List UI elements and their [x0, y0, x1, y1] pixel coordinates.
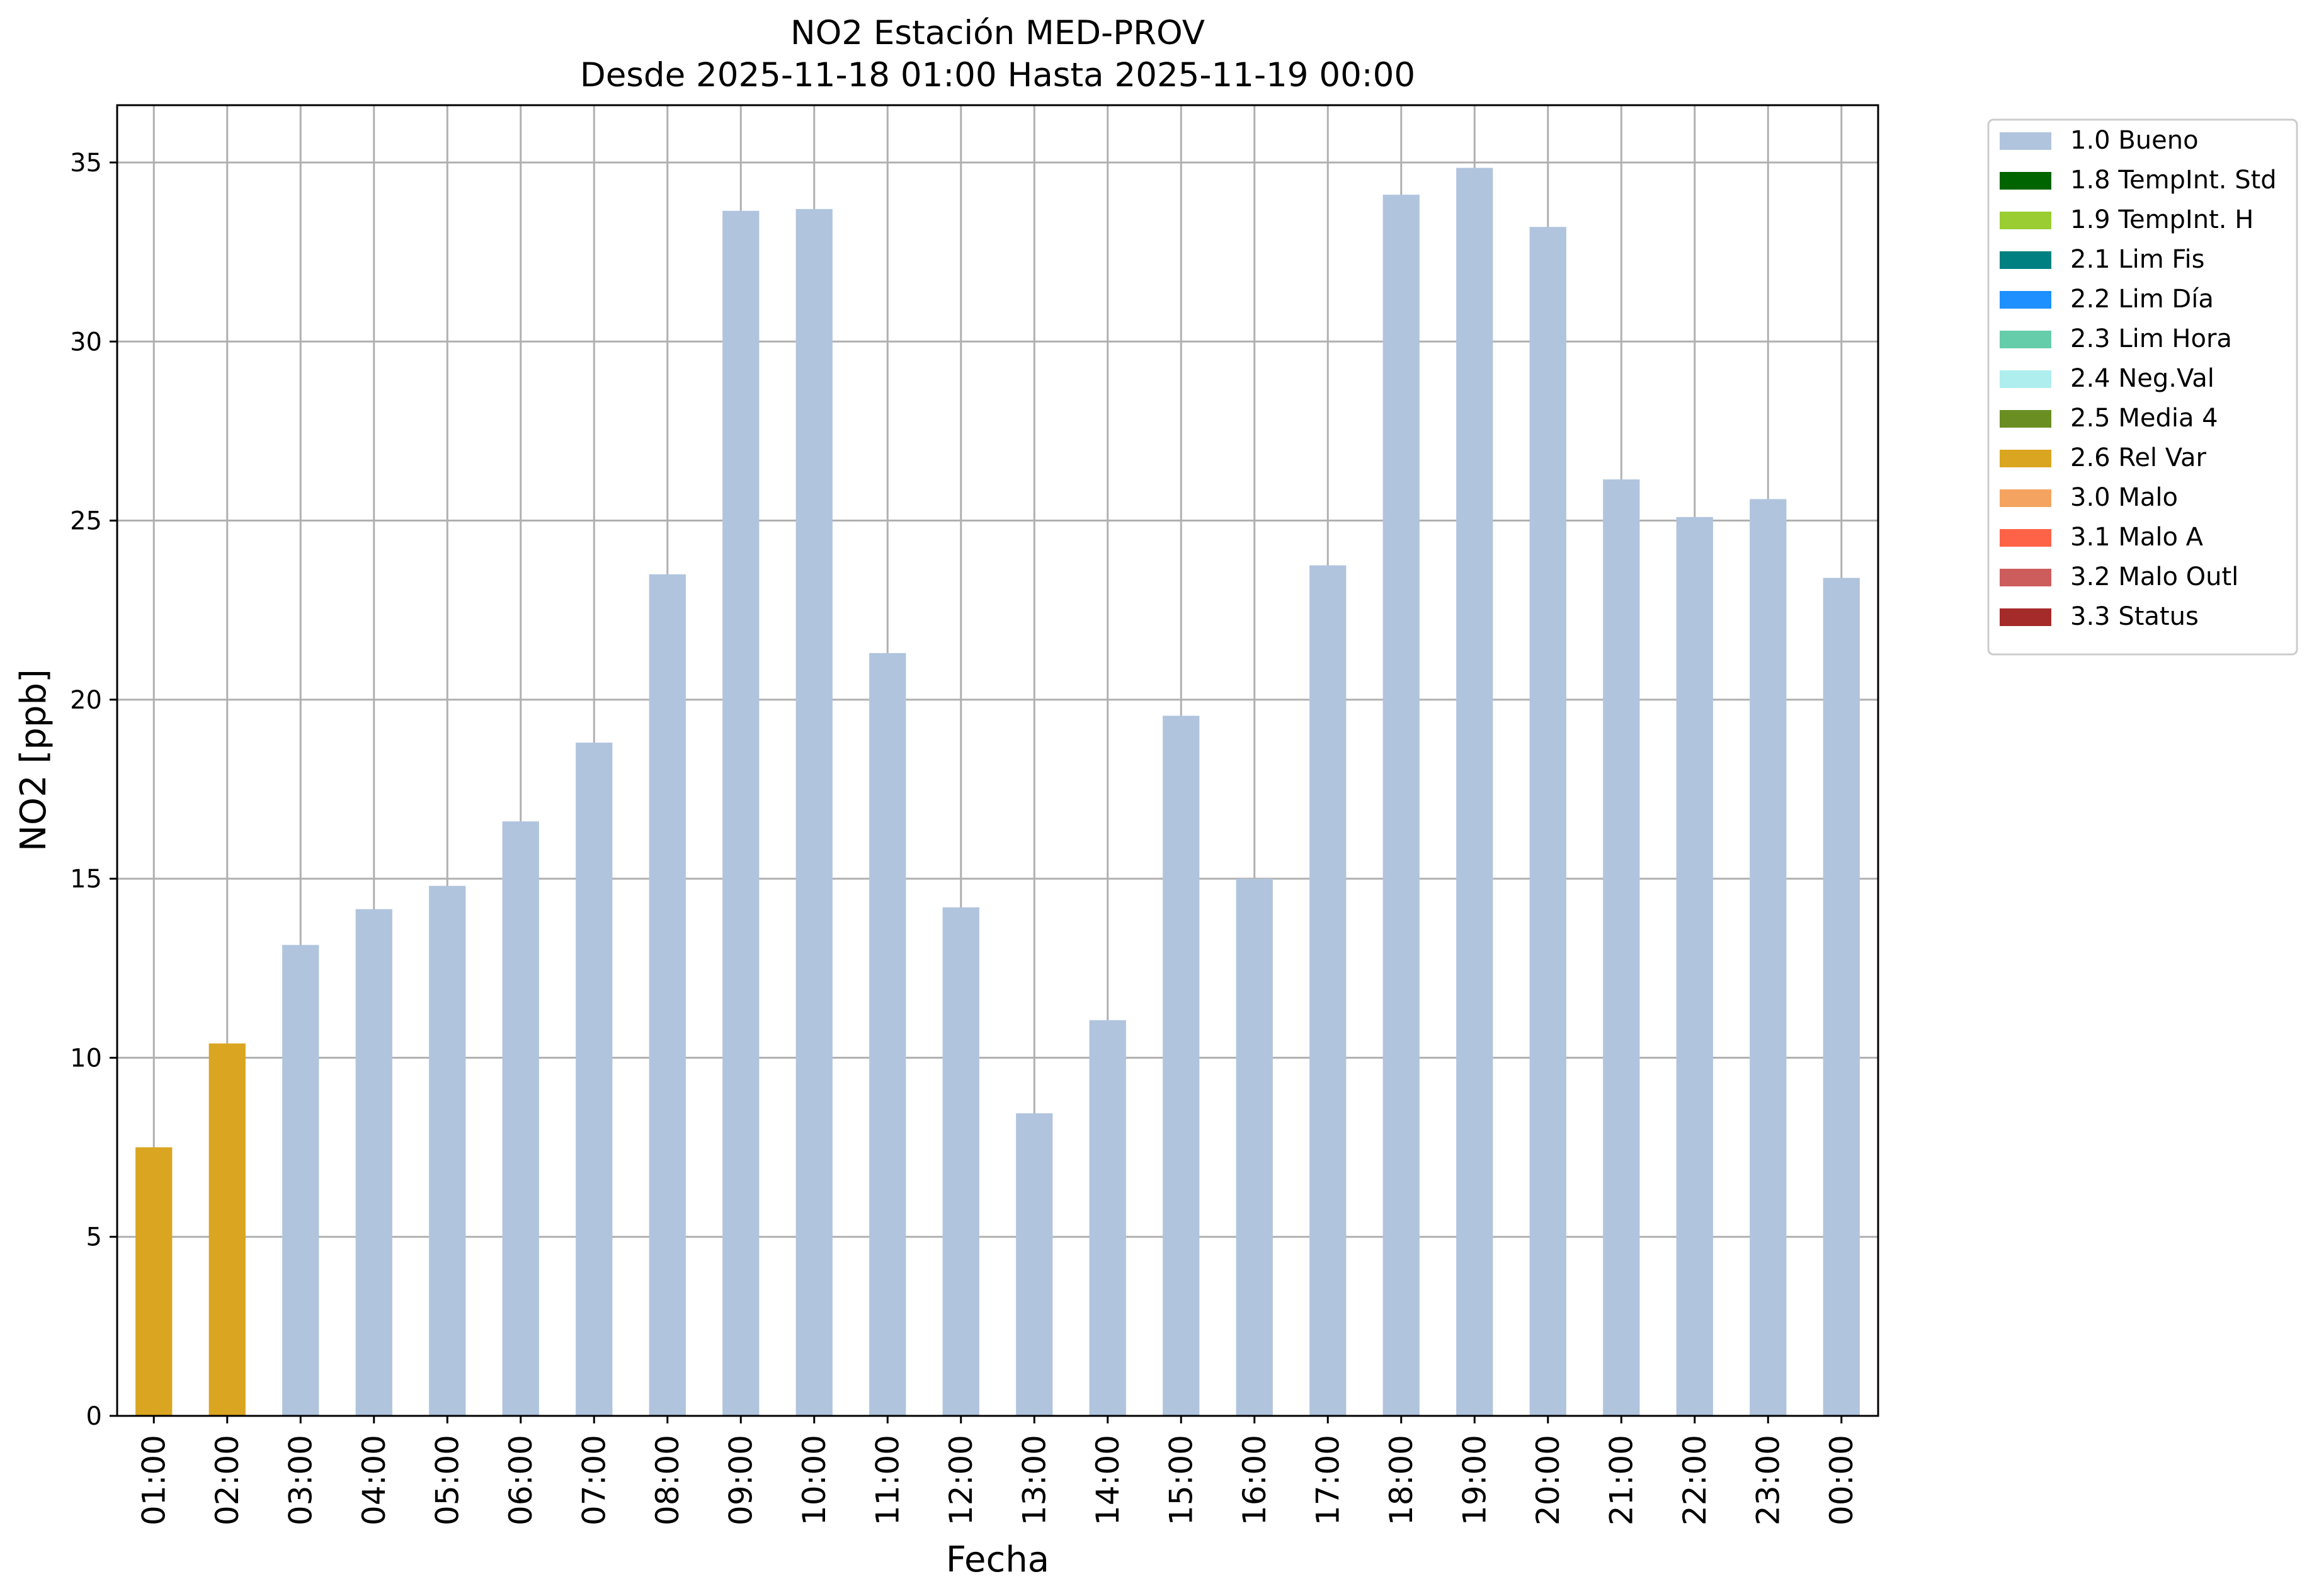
legend-swatch	[2000, 251, 2051, 269]
legend-label: 1.9 TempInt. H	[2070, 205, 2253, 234]
bar-11:00	[869, 653, 906, 1416]
legend-label: 2.4 Neg.Val	[2070, 364, 2214, 393]
bar-03:00	[282, 945, 319, 1416]
legend-label: 2.6 Rel Var	[2070, 443, 2207, 472]
bar-13:00	[1016, 1113, 1053, 1416]
bar-06:00	[502, 821, 539, 1416]
bar-15:00	[1163, 715, 1200, 1416]
bar-05:00	[429, 886, 466, 1416]
legend-swatch	[2000, 172, 2051, 190]
legend-swatch	[2000, 608, 2051, 626]
bar-12:00	[942, 907, 979, 1416]
legend-swatch	[2000, 489, 2051, 507]
legend-label: 3.3 Status	[2070, 602, 2199, 631]
x-tick-label: 11:00	[869, 1435, 906, 1525]
bar-19:00	[1456, 168, 1493, 1416]
x-tick-label: 13:00	[1016, 1435, 1052, 1525]
x-tick-label: 08:00	[649, 1435, 686, 1525]
bar-00:00	[1823, 578, 1860, 1416]
legend-box	[1987, 118, 2298, 656]
legend-swatch	[2000, 569, 2051, 586]
x-tick-label: 21:00	[1603, 1435, 1639, 1525]
y-tick-label: 10	[70, 1044, 102, 1073]
bar-01:00	[135, 1147, 173, 1416]
x-tick-label: 01:00	[135, 1435, 172, 1525]
legend-swatch	[2000, 410, 2051, 428]
y-tick-label: 30	[70, 328, 102, 356]
x-tick-label: 20:00	[1530, 1435, 1566, 1525]
bar-08:00	[649, 574, 686, 1416]
bar-22:00	[1676, 516, 1713, 1416]
legend-label: 1.0 Bueno	[2070, 126, 2199, 155]
y-tick-label: 5	[86, 1223, 102, 1252]
legend-label: 1.8 TempInt. Std	[2070, 166, 2277, 195]
x-tick-label: 00:00	[1823, 1435, 1860, 1525]
legend-label: 3.1 Malo A	[2070, 523, 2204, 552]
x-tick-label: 09:00	[722, 1435, 759, 1525]
legend-label: 2.2 Lim Día	[2070, 285, 2214, 314]
y-tick-label: 20	[70, 686, 102, 715]
x-axis-label: Fecha	[946, 1539, 1049, 1580]
chart-title-line1: NO2 Estación MED-PROV	[790, 14, 1205, 52]
y-tick-label: 35	[70, 149, 102, 178]
x-tick-label: 22:00	[1677, 1435, 1713, 1525]
legend-swatch	[2000, 132, 2051, 150]
plot-frame	[116, 104, 1879, 1417]
bars	[135, 168, 1860, 1416]
legend-swatch	[2000, 529, 2051, 547]
bar-10:00	[795, 208, 833, 1416]
legend-label: 2.5 Media 4	[2070, 404, 2218, 433]
bar-04:00	[355, 909, 392, 1416]
x-tick-label: 12:00	[943, 1435, 979, 1525]
bar-16:00	[1236, 879, 1273, 1416]
x-tick-label: 17:00	[1309, 1435, 1346, 1525]
x-tick-label: 04:00	[356, 1435, 392, 1525]
bar-17:00	[1309, 565, 1347, 1416]
y-tick-label: 15	[70, 865, 102, 894]
bar-14:00	[1089, 1020, 1126, 1416]
x-tick-label: 03:00	[282, 1435, 319, 1525]
bar-21:00	[1603, 479, 1640, 1416]
x-tick-label: 16:00	[1236, 1435, 1273, 1525]
y-tick-label: 0	[86, 1402, 102, 1431]
bar-02:00	[208, 1043, 246, 1416]
legend-label: 3.0 Malo	[2070, 483, 2178, 512]
x-tick-label: 07:00	[576, 1435, 612, 1525]
bar-07:00	[576, 743, 613, 1416]
legend-swatch	[2000, 450, 2051, 467]
legend-label: 3.2 Malo Outl	[2070, 562, 2238, 591]
x-tick-label: 14:00	[1090, 1435, 1126, 1525]
legend-swatch	[2000, 291, 2051, 309]
y-axis-label: NO2 [ppb]	[13, 669, 54, 852]
legend-label: 2.1 Lim Fis	[2070, 245, 2204, 274]
x-tick-label: 18:00	[1383, 1435, 1420, 1525]
x-tick-label: 23:00	[1750, 1435, 1786, 1525]
x-tick-label: 06:00	[503, 1435, 539, 1525]
legend-label: 2.3 Lim Hora	[2070, 324, 2232, 353]
bar-23:00	[1750, 499, 1787, 1416]
x-tick-label: 10:00	[796, 1435, 833, 1525]
x-tick-label: 15:00	[1163, 1435, 1199, 1525]
x-tick-label: 05:00	[429, 1435, 465, 1525]
legend-swatch	[2000, 370, 2051, 388]
legend-swatch	[2000, 331, 2051, 348]
x-tick-label: 19:00	[1456, 1435, 1493, 1525]
bar-20:00	[1529, 227, 1566, 1416]
legend: 1.0 Bueno 1.8 TempInt. Std 1.9 TempInt. H 2…	[1987, 118, 2298, 656]
chart-title-line2: Desde 2025-11-18 01:00 Hasta 2025-11-19 …	[580, 56, 1415, 94]
bar-09:00	[722, 210, 760, 1416]
axes: 0 5 10 15 20 25 30 35 01:00 02:00 03:00 04:00 05:00 0…	[70, 149, 1860, 1525]
legend-swatch	[2000, 212, 2051, 229]
bar-18:00	[1382, 195, 1420, 1416]
y-tick-label: 25	[70, 507, 102, 536]
x-tick-label: 02:00	[209, 1435, 246, 1525]
